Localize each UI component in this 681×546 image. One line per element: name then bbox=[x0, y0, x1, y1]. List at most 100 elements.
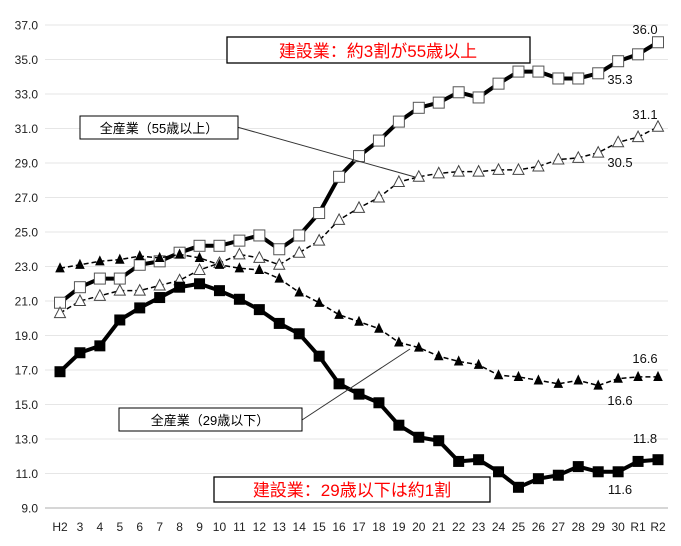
data-point bbox=[293, 328, 305, 340]
data-point bbox=[592, 67, 605, 80]
data-point bbox=[75, 258, 85, 269]
data-point bbox=[133, 258, 146, 271]
data-point bbox=[214, 258, 225, 269]
x-tick-label: 23 bbox=[472, 520, 486, 534]
data-point bbox=[333, 378, 345, 390]
x-tick-label: 5 bbox=[116, 520, 123, 534]
x-tick-label: 3 bbox=[77, 520, 84, 534]
leader-line-all-55 bbox=[236, 126, 416, 178]
data-point bbox=[613, 372, 623, 383]
data-label: 36.0 bbox=[632, 22, 657, 37]
data-label: 30.5 bbox=[607, 155, 632, 170]
x-tick-label: 25 bbox=[512, 520, 526, 534]
data-point bbox=[233, 247, 246, 260]
x-tick-label: H2 bbox=[52, 520, 68, 534]
data-point bbox=[372, 190, 386, 203]
data-point bbox=[234, 262, 245, 273]
data-point bbox=[213, 285, 225, 297]
data-point bbox=[473, 454, 485, 466]
data-point bbox=[274, 272, 285, 283]
data-point bbox=[73, 293, 87, 306]
data-point bbox=[652, 454, 664, 466]
y-tick-label: 37.0 bbox=[15, 19, 39, 33]
data-point bbox=[433, 350, 444, 361]
data-point bbox=[552, 152, 565, 165]
annotation-construction-55: 建設業：約3割が55歳以上 bbox=[279, 42, 477, 61]
data-point bbox=[95, 255, 105, 266]
data-point bbox=[432, 166, 446, 179]
annotation-all-29: 全産業（29歳以下） bbox=[151, 413, 269, 428]
data-point bbox=[115, 253, 125, 264]
data-point bbox=[512, 481, 524, 493]
data-point bbox=[374, 322, 384, 333]
data-point bbox=[253, 229, 266, 242]
data-point bbox=[332, 212, 346, 225]
data-label: 16.6 bbox=[607, 393, 632, 408]
data-point bbox=[354, 315, 364, 326]
data-point bbox=[154, 251, 165, 262]
data-point bbox=[314, 296, 324, 307]
series-line bbox=[58, 281, 659, 490]
y-tick-label: 13.0 bbox=[15, 433, 39, 447]
x-tick-label: 29 bbox=[592, 520, 606, 534]
y-tick-label: 9.0 bbox=[21, 502, 38, 516]
data-point bbox=[153, 278, 166, 291]
data-point bbox=[253, 304, 265, 316]
y-tick-label: 31.0 bbox=[15, 122, 39, 136]
data-point bbox=[134, 250, 145, 261]
data-point bbox=[632, 48, 645, 61]
series-0 bbox=[54, 36, 664, 309]
data-point bbox=[611, 135, 625, 148]
x-tick-label: 13 bbox=[273, 520, 287, 534]
data-point bbox=[392, 115, 405, 128]
data-point bbox=[414, 341, 424, 352]
data-point bbox=[194, 278, 206, 290]
data-point bbox=[653, 370, 663, 381]
data-point bbox=[55, 262, 65, 273]
x-tick-label: 30 bbox=[611, 520, 625, 534]
data-point bbox=[292, 245, 306, 258]
annotation-box-construction-29 bbox=[213, 476, 491, 503]
data-label: 11.8 bbox=[633, 431, 657, 446]
data-point bbox=[273, 243, 286, 256]
x-tick-label: 21 bbox=[432, 520, 446, 534]
data-point bbox=[651, 119, 665, 132]
data-point bbox=[133, 283, 147, 296]
x-tick-label: 28 bbox=[572, 520, 586, 534]
data-point bbox=[412, 101, 425, 114]
data-point bbox=[532, 159, 545, 172]
data-point bbox=[392, 174, 406, 187]
x-tick-label: 14 bbox=[293, 520, 307, 534]
y-tick-label: 35.0 bbox=[15, 53, 39, 67]
data-point bbox=[372, 134, 385, 147]
data-point bbox=[592, 466, 604, 478]
data-point bbox=[631, 130, 645, 143]
y-tick-label: 19.0 bbox=[15, 329, 39, 343]
data-point bbox=[272, 257, 286, 270]
y-tick-label: 33.0 bbox=[15, 88, 39, 102]
data-point bbox=[433, 435, 445, 447]
annotation-box-all-55 bbox=[79, 115, 239, 140]
data-point bbox=[174, 281, 186, 293]
data-point bbox=[572, 72, 585, 85]
data-point bbox=[452, 86, 465, 99]
data-point bbox=[334, 308, 344, 319]
x-tick-label: 27 bbox=[552, 520, 566, 534]
data-point bbox=[513, 370, 524, 381]
annotation-all-55: 全産業（55歳以上） bbox=[100, 121, 218, 136]
data-point bbox=[512, 65, 525, 78]
data-label: 16.6 bbox=[632, 351, 657, 366]
data-point bbox=[113, 272, 126, 285]
data-point bbox=[532, 473, 544, 485]
data-point bbox=[213, 239, 226, 252]
data-point bbox=[632, 455, 644, 467]
data-point bbox=[552, 72, 565, 85]
data-point bbox=[53, 305, 67, 319]
x-tick-label: 8 bbox=[176, 520, 183, 534]
data-point bbox=[313, 350, 325, 362]
data-point bbox=[193, 262, 206, 275]
y-tick-label: 11.0 bbox=[16, 467, 39, 481]
data-point bbox=[473, 358, 484, 369]
data-point bbox=[593, 379, 603, 390]
